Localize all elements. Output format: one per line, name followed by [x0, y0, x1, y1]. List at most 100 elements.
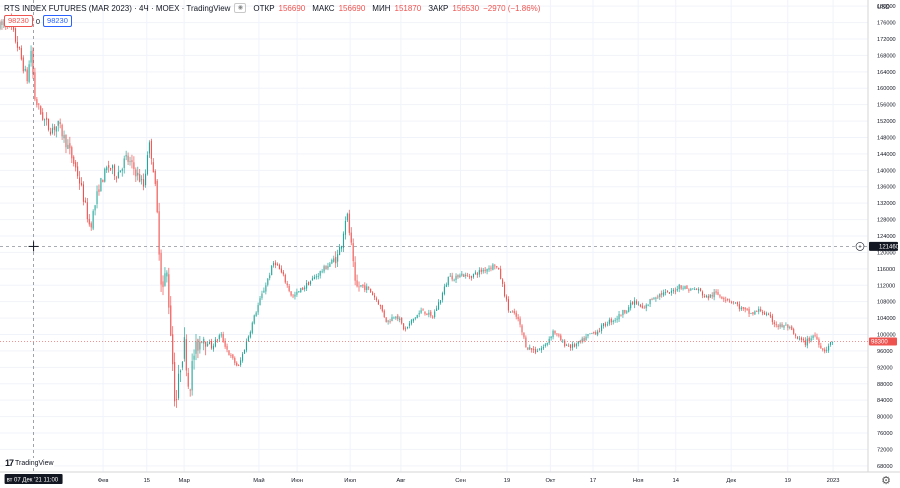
- candle-body: [356, 280, 358, 287]
- candle-body: [144, 173, 147, 186]
- candle-body: [393, 317, 395, 319]
- candle-body: [42, 112, 44, 120]
- time-tick-label: 15: [144, 478, 150, 484]
- candle-body: [818, 339, 820, 345]
- time-axis-labels: Фев 15 Мар Май Июн Июл Авг Сен 19 Окт 17 Ноя 14 Дек 19…: [98, 477, 840, 484]
- candle-body: [667, 291, 669, 292]
- order-badges: 98230 0 98230: [4, 15, 72, 27]
- price-tick-label: 108000: [877, 300, 896, 306]
- time-axis-bg[interactable]: [0, 472, 900, 488]
- candle-body: [810, 338, 812, 341]
- candle-body: [121, 169, 123, 171]
- candle-body: [373, 295, 376, 298]
- candle-body: [599, 330, 601, 332]
- candle-body: [331, 259, 333, 264]
- candle-body: [579, 340, 581, 343]
- candle-body: [449, 275, 451, 277]
- candle-body: [447, 276, 449, 285]
- candle-body: [604, 323, 607, 326]
- candle-body: [577, 341, 579, 344]
- price-tick-label: 160000: [877, 86, 896, 92]
- candle-body: [282, 271, 284, 275]
- price-tick-label: 148000: [877, 135, 896, 141]
- candle-body: [727, 298, 729, 300]
- candle-body: [800, 337, 803, 340]
- candle-body: [405, 328, 407, 330]
- candle-body: [53, 126, 55, 130]
- candle-body: [352, 243, 354, 262]
- candle-body: [133, 162, 135, 169]
- candle-body: [746, 308, 748, 310]
- candle-body: [243, 349, 246, 354]
- sell-price-badge[interactable]: 98230: [4, 15, 33, 27]
- candle-body: [680, 285, 682, 289]
- candle-body: [61, 124, 63, 137]
- price-axis-bg[interactable]: [868, 0, 900, 472]
- eye-icon[interactable]: ◉: [234, 3, 247, 13]
- candle-body: [179, 370, 182, 373]
- candle-body: [214, 339, 216, 347]
- candle-body: [502, 279, 504, 284]
- candle-body: [406, 326, 409, 329]
- candle-body: [34, 72, 36, 100]
- candle-body: [160, 252, 162, 285]
- candle-body: [141, 179, 143, 181]
- candle-body: [767, 313, 770, 315]
- candle-body: [177, 373, 180, 399]
- candle-body: [372, 292, 374, 296]
- tradingview-logo[interactable]: 17 TradingView: [5, 458, 54, 468]
- symbol-title[interactable]: RTS INDEX FUTURES (MAR 2023) · 4Ч · MOEX…: [4, 3, 231, 13]
- candle-body: [307, 281, 310, 286]
- candle-body: [531, 348, 533, 350]
- spread-value: 0: [35, 16, 41, 26]
- candle-body: [463, 274, 465, 277]
- candle-body: [247, 336, 249, 342]
- gear-icon[interactable]: ⚙: [881, 475, 891, 487]
- candle-body: [337, 254, 339, 262]
- candle-body: [108, 165, 110, 168]
- candle-body: [327, 266, 329, 269]
- candle-body: [348, 213, 350, 233]
- candle-body: [717, 292, 719, 295]
- time-tick-label: Дек: [726, 478, 736, 484]
- candle-body: [550, 336, 552, 339]
- buy-price-badge[interactable]: 98230: [43, 15, 72, 27]
- candle-body: [527, 347, 529, 350]
- candle-body: [261, 293, 263, 298]
- candle-body: [302, 287, 304, 290]
- candle-body: [106, 167, 108, 171]
- candle-body: [806, 338, 808, 346]
- candle-body: [476, 273, 478, 275]
- candle-body: [249, 331, 251, 338]
- candle-body: [24, 69, 26, 71]
- crosshair-price-tag: 121460: [869, 241, 900, 251]
- candle-body: [73, 156, 75, 164]
- candle-body: [321, 271, 323, 273]
- candle-body: [593, 332, 595, 333]
- candle-body: [684, 286, 686, 289]
- candle-body: [831, 341, 834, 343]
- add-alert-button[interactable]: +: [855, 242, 865, 251]
- candle-body: [22, 57, 24, 72]
- candle-body: [705, 295, 707, 298]
- candle-body: [535, 349, 537, 353]
- candle-body: [59, 122, 61, 124]
- candle-body: [762, 311, 764, 314]
- candle-body: [416, 314, 418, 319]
- candle-body: [98, 189, 100, 192]
- candle-body: [226, 346, 228, 350]
- candle-body: [156, 180, 158, 213]
- symbol-legend[interactable]: RTS INDEX FUTURES (MAR 2023) · 4Ч · MOEX…: [4, 3, 540, 13]
- candle-body: [129, 161, 131, 162]
- candle-body: [263, 290, 265, 293]
- candle-body: [317, 275, 319, 277]
- candle-body: [238, 365, 240, 366]
- candle-body: [201, 341, 203, 343]
- candle-body: [65, 134, 67, 148]
- candle-body: [616, 318, 618, 320]
- candle-body: [94, 205, 96, 211]
- candle-body: [271, 265, 273, 276]
